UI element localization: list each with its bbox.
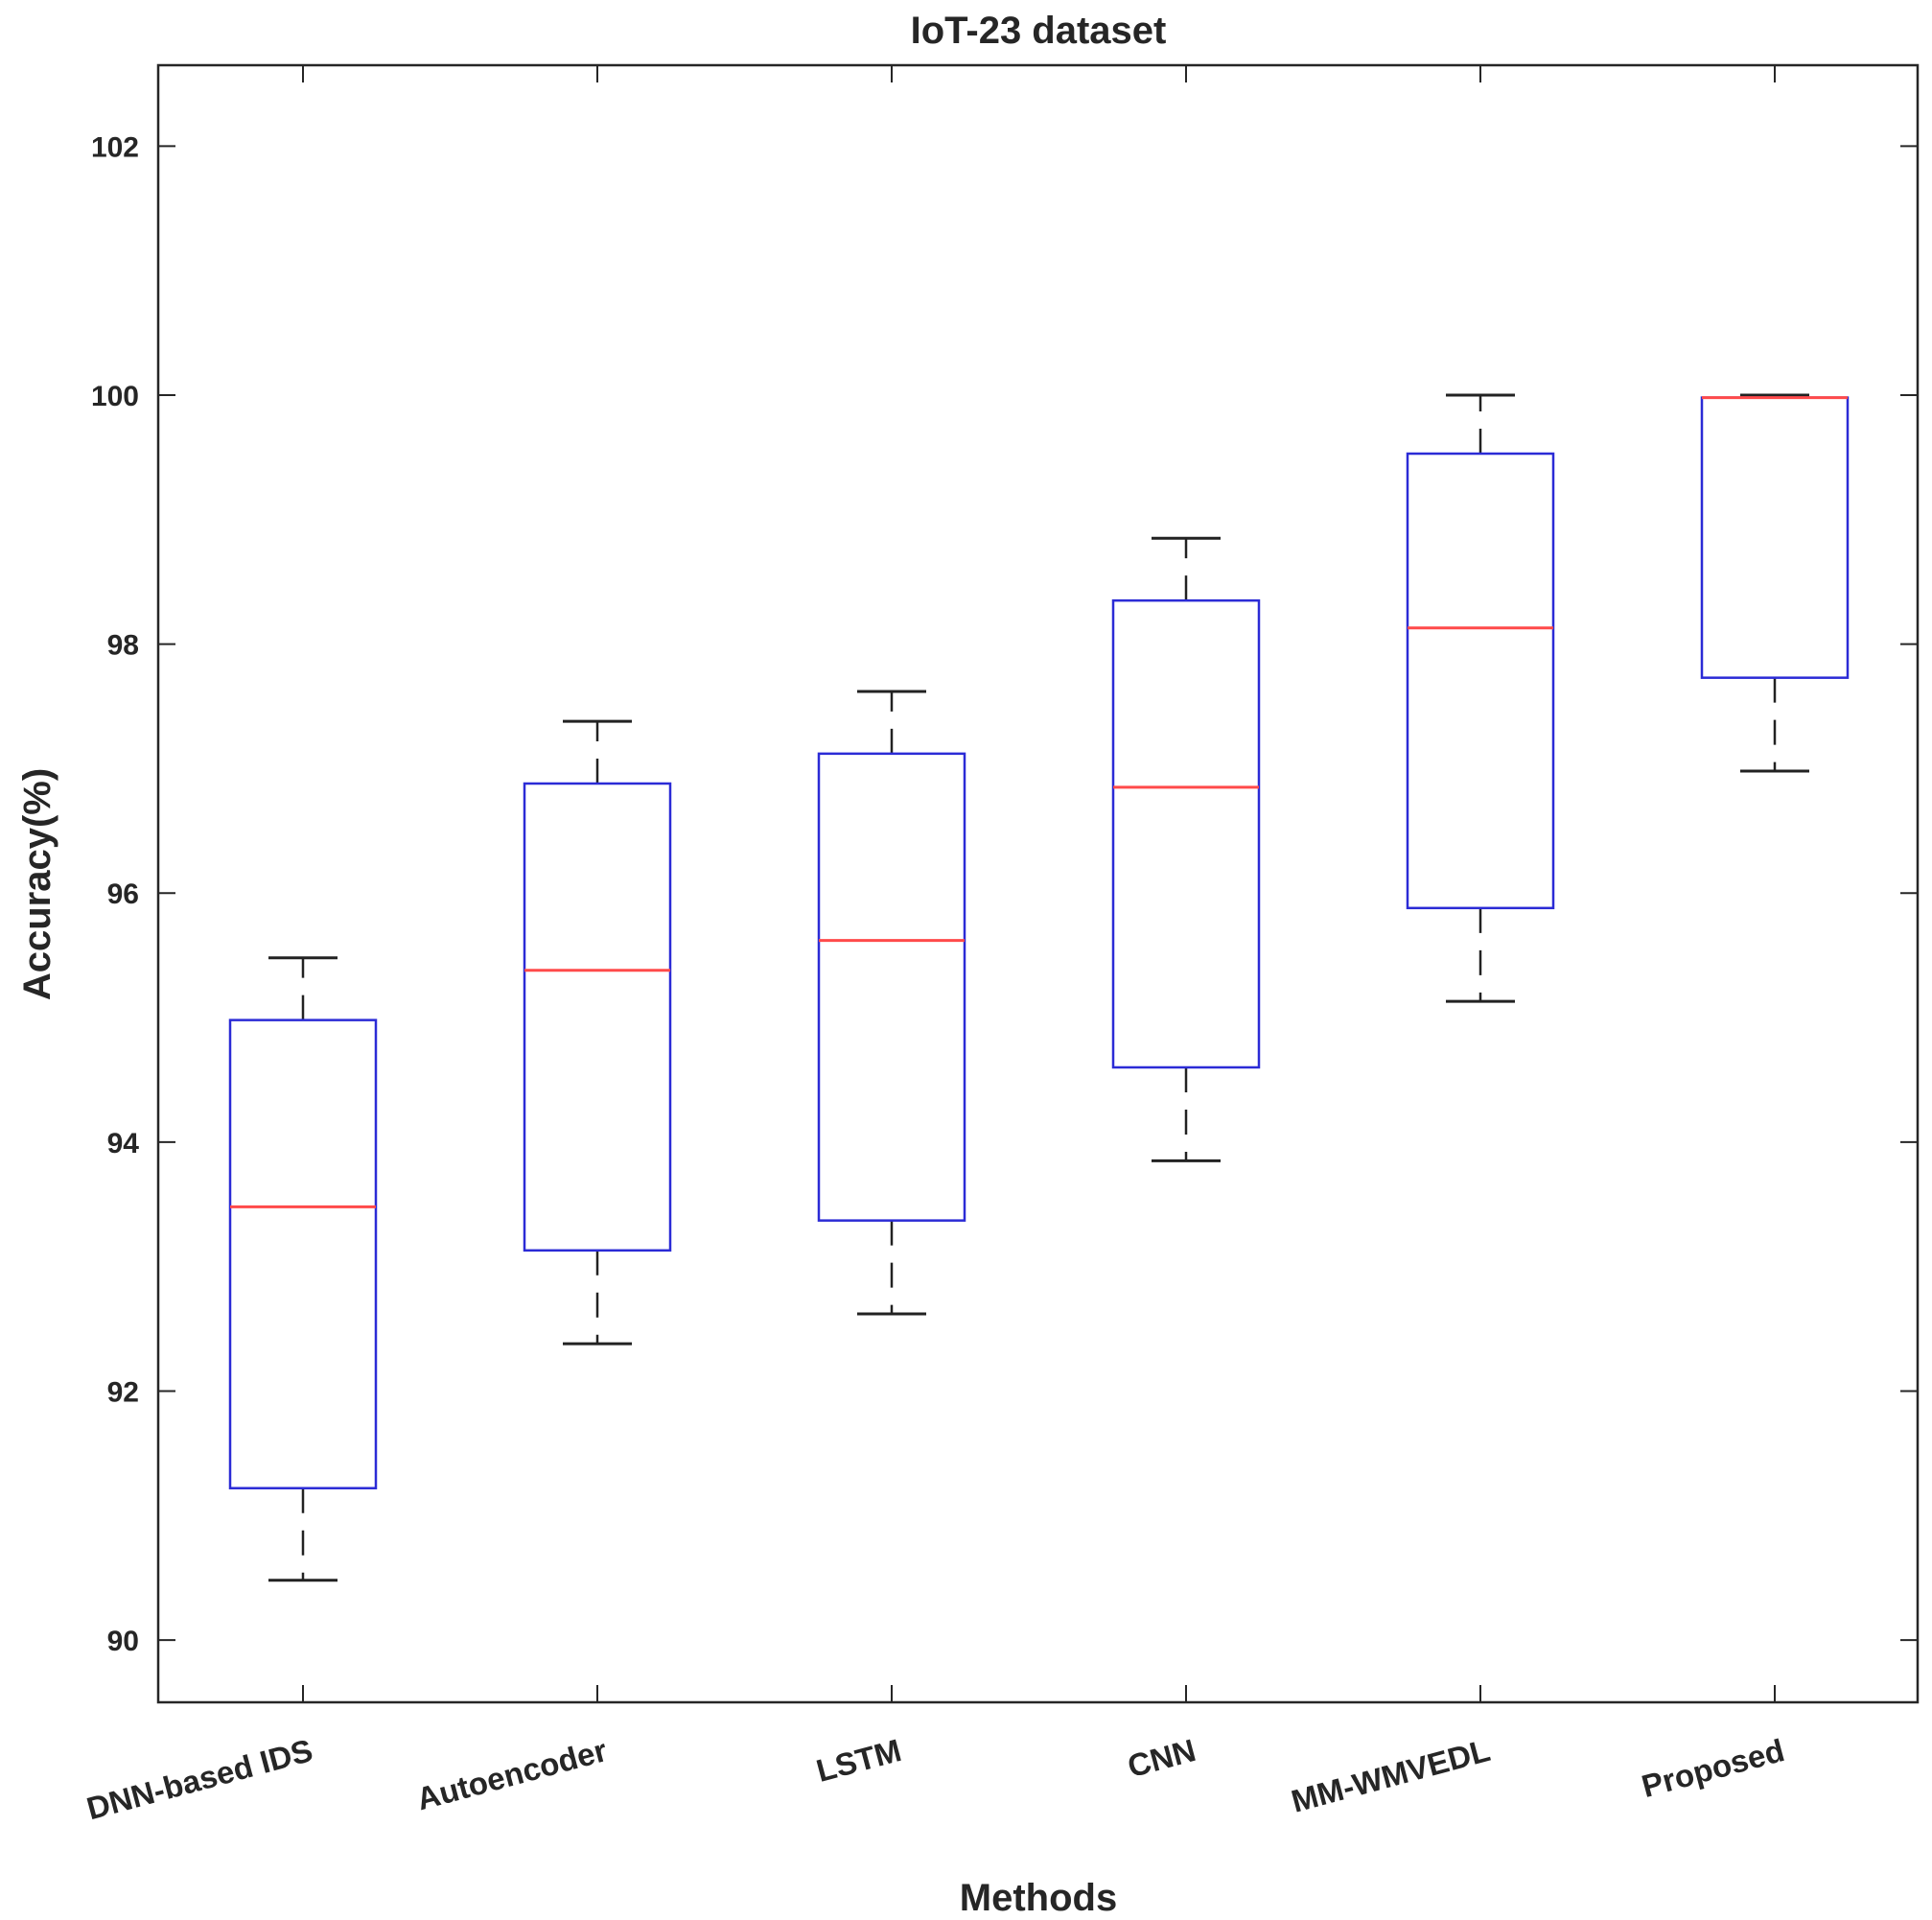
box-rect-2 [817,752,966,1222]
x-tick-labels: DNN-based IDS Autoencoder LSTM CNN MM-WMVEDL… [82,1732,1787,1826]
x-tick-label-0: DNN-based IDS [82,1732,315,1826]
box-rect-0 [228,1019,378,1489]
x-axis-label: Methods [960,1877,1117,1919]
box-2 [817,690,966,1316]
boxes [228,393,1850,1582]
y-tick-label-2: 94 [107,1128,140,1159]
x-tick-label-4: MM-WMVEDL [1288,1732,1494,1819]
x-tick-label-3: CNN [1124,1732,1199,1784]
y-axis-label: Accuracy(%) [16,768,58,1000]
y-tick-label-6: 102 [91,131,139,163]
box-rect-3 [1111,598,1261,1069]
y-tick-label-0: 90 [107,1626,139,1657]
x-tick-label-5: Proposed [1638,1732,1788,1804]
y-tick-label-5: 100 [91,381,139,412]
y-tick-label-1: 92 [107,1376,139,1408]
plot-area [156,63,1920,1704]
box-3 [1111,536,1261,1162]
box-rect-1 [523,782,672,1253]
y-tick-label-4: 98 [107,630,139,662]
x-tick-label-1: Autoencoder [413,1732,611,1816]
box-0 [228,956,378,1582]
box-1 [523,719,672,1346]
box-rect-4 [1406,452,1555,910]
y-axis-ticks: 90 92 94 96 98 100 102 [91,131,1918,1657]
y-tick-label-3: 96 [107,878,139,910]
box-4 [1406,393,1555,1003]
box-5 [1700,393,1850,773]
chart-title: IoT-23 dataset [911,10,1167,52]
x-tick-label-2: LSTM [812,1732,904,1789]
x-axis-ticks [302,65,1776,1702]
